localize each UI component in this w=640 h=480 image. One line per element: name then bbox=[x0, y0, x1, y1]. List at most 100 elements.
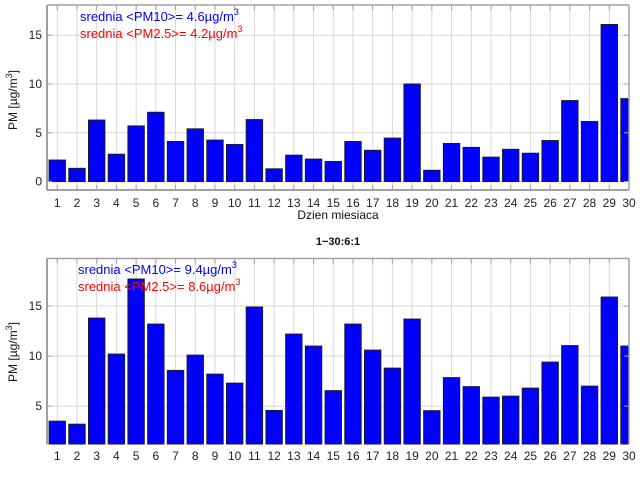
bar-day-27 bbox=[561, 100, 579, 183]
x-tick-label: 13 bbox=[287, 449, 301, 463]
y-ticks-top: 0 5 10 15 bbox=[29, 28, 629, 189]
x-tick-label: 6 bbox=[152, 196, 159, 210]
bar-day-23 bbox=[482, 396, 500, 445]
x-tick-label: 30 bbox=[622, 449, 636, 463]
bar-day-28 bbox=[580, 385, 599, 445]
y-ticks-bottom: 5 10 15 bbox=[29, 299, 629, 413]
x-tick-label: 9 bbox=[212, 196, 219, 210]
x-tick-label: 17 bbox=[366, 449, 380, 463]
bar-day-30 bbox=[620, 345, 629, 445]
bar-day-9 bbox=[206, 139, 224, 183]
x-tick-label: 6 bbox=[152, 449, 159, 463]
y-tick-label: 10 bbox=[29, 77, 43, 91]
bar-day-18 bbox=[383, 137, 402, 183]
x-tick-label: 9 bbox=[212, 449, 219, 463]
bar-day-3 bbox=[88, 317, 106, 445]
x-tick-label: 12 bbox=[267, 449, 281, 463]
x-tick-label: 1 bbox=[54, 196, 61, 210]
x-tick-label: 19 bbox=[405, 196, 419, 210]
bar-day-23 bbox=[482, 156, 500, 183]
bar-day-5 bbox=[127, 278, 145, 445]
x-tick-label: 22 bbox=[465, 196, 479, 210]
x-tick-label: 10 bbox=[228, 449, 242, 463]
bar-day-25 bbox=[521, 152, 540, 183]
x-tick-label: 4 bbox=[113, 196, 120, 210]
legend-pm25-top: srednia <PM2.5>= 4.2µg/m3 bbox=[80, 24, 242, 41]
x-tick-label: 28 bbox=[583, 196, 597, 210]
bar-day-6 bbox=[147, 323, 165, 445]
bar-day-9 bbox=[206, 373, 224, 445]
bar-day-8 bbox=[186, 128, 204, 183]
bar-day-22 bbox=[462, 146, 480, 183]
x-tick-label: 12 bbox=[267, 196, 281, 210]
x-tick-label: 8 bbox=[192, 196, 199, 210]
bar-day-22 bbox=[462, 386, 480, 445]
x-tick-label: 28 bbox=[583, 449, 597, 463]
bar-day-2 bbox=[68, 423, 86, 445]
bar-day-4 bbox=[107, 353, 126, 445]
x-tick-label: 2 bbox=[74, 449, 81, 463]
bar-day-25 bbox=[521, 387, 540, 445]
bar-day-13 bbox=[285, 333, 303, 445]
x-tick-label: 8 bbox=[192, 449, 199, 463]
x-tick-label: 27 bbox=[563, 196, 577, 210]
bar-day-11 bbox=[245, 119, 264, 183]
bar-day-17 bbox=[364, 349, 382, 445]
axes-frame-bottom bbox=[46, 257, 630, 445]
bar-day-21 bbox=[442, 142, 461, 183]
x-tick-label: 27 bbox=[563, 449, 577, 463]
x-tick-label: 23 bbox=[484, 196, 498, 210]
x-tick-label: 14 bbox=[307, 449, 321, 463]
bar-day-24 bbox=[502, 148, 520, 183]
legend-pm25-bottom: srednia <PM2.5>= 8.6µg/m3 bbox=[78, 277, 240, 294]
bars-bottom bbox=[48, 278, 629, 445]
x-tick-label: 20 bbox=[425, 449, 439, 463]
x-tick-label: 18 bbox=[386, 449, 400, 463]
bar-day-19 bbox=[403, 318, 421, 445]
x-tick-label: 24 bbox=[504, 196, 518, 210]
x-axis-label-top: Dzien miesiaca bbox=[297, 208, 379, 222]
bar-day-7 bbox=[166, 141, 185, 183]
bar-day-29 bbox=[600, 24, 618, 183]
bar-day-17 bbox=[364, 149, 382, 183]
bars-top bbox=[48, 24, 629, 183]
x-tick-label: 20 bbox=[425, 196, 439, 210]
bar-day-8 bbox=[186, 354, 204, 445]
bar-day-16 bbox=[344, 141, 362, 183]
y-tick-label: 5 bbox=[35, 399, 42, 413]
axes-frame-top bbox=[46, 4, 630, 191]
bar-day-15 bbox=[324, 161, 342, 183]
x-tick-label: 3 bbox=[93, 196, 100, 210]
x-tick-label: 23 bbox=[484, 449, 498, 463]
bar-day-10 bbox=[226, 382, 244, 445]
bar-day-26 bbox=[541, 361, 559, 445]
y-tick-label: 15 bbox=[29, 28, 43, 42]
bar-day-24 bbox=[502, 395, 520, 445]
x-tick-label: 2 bbox=[74, 196, 81, 210]
x-tick-label: 7 bbox=[172, 196, 179, 210]
x-tick-label: 26 bbox=[543, 196, 557, 210]
y-tick-label: 15 bbox=[29, 299, 43, 313]
x-tick-label: 10 bbox=[228, 196, 242, 210]
x-tick-label: 29 bbox=[603, 449, 617, 463]
x-tick-label: 21 bbox=[445, 449, 459, 463]
x-tick-label: 4 bbox=[113, 449, 120, 463]
x-tick-label: 5 bbox=[133, 196, 140, 210]
x-ticks-bottom: 1 2 3 4 5 6 7 8 9 10 11 12 13 14 15 16 17 18 19 20 21 22 23 24 2… bbox=[54, 258, 636, 463]
x-ticks-top: 1 2 3 4 5 6 7 8 9 10 11 12 13 14 15 16 17 18 19 20 21 22 23 24 2… bbox=[54, 5, 636, 210]
bar-day-1 bbox=[48, 159, 66, 183]
bar-day-26 bbox=[541, 140, 559, 183]
bar-day-28 bbox=[580, 121, 599, 183]
bar-day-30 bbox=[620, 98, 629, 183]
y-tick-label: 10 bbox=[29, 349, 43, 363]
x-tick-label: 30 bbox=[622, 196, 636, 210]
x-tick-label: 22 bbox=[465, 449, 479, 463]
x-tick-label: 24 bbox=[504, 449, 518, 463]
x-tick-label: 1 bbox=[54, 449, 61, 463]
x-tick-label: 19 bbox=[405, 449, 419, 463]
bar-day-3 bbox=[88, 119, 106, 183]
bar-day-5 bbox=[127, 125, 145, 183]
